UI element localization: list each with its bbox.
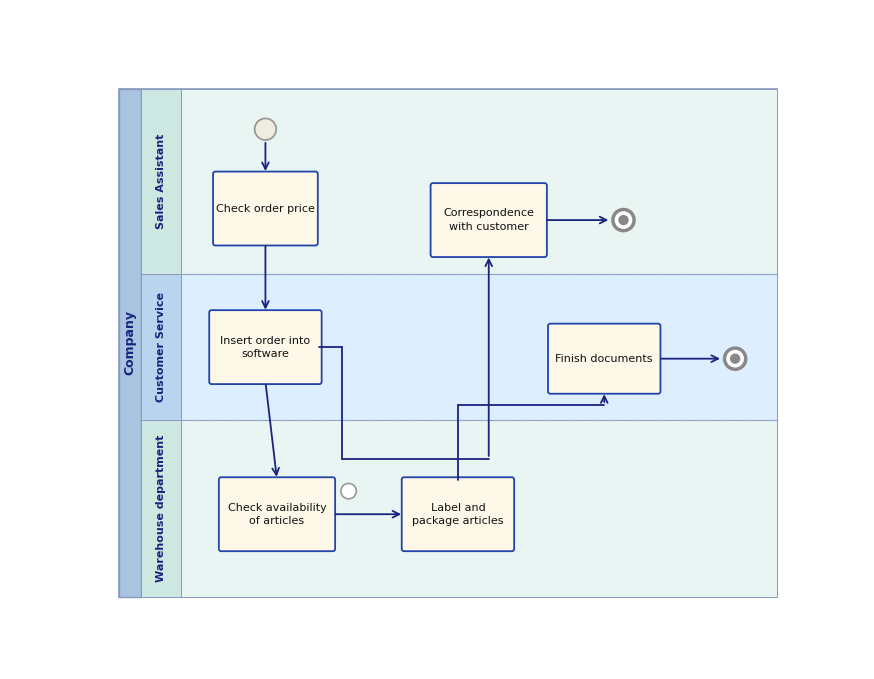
Text: Customer Service: Customer Service	[156, 292, 166, 402]
Circle shape	[254, 118, 276, 140]
FancyBboxPatch shape	[209, 310, 322, 384]
Text: Label and
package articles: Label and package articles	[413, 502, 503, 526]
FancyBboxPatch shape	[213, 172, 318, 246]
FancyBboxPatch shape	[548, 324, 661, 394]
Circle shape	[730, 354, 740, 364]
Text: Warehouse department: Warehouse department	[156, 435, 166, 582]
FancyBboxPatch shape	[431, 183, 547, 257]
Bar	[119, 89, 141, 597]
Text: Check availability
of articles: Check availability of articles	[227, 502, 326, 526]
Circle shape	[611, 208, 635, 232]
Circle shape	[726, 350, 744, 367]
Bar	[141, 420, 181, 597]
Text: Company: Company	[123, 310, 136, 375]
Circle shape	[723, 346, 747, 371]
Bar	[141, 89, 777, 274]
Circle shape	[614, 211, 633, 229]
Text: Insert order into
software: Insert order into software	[220, 335, 310, 359]
Text: Check order price: Check order price	[216, 204, 315, 213]
FancyBboxPatch shape	[402, 477, 514, 551]
Bar	[141, 274, 777, 420]
FancyBboxPatch shape	[218, 477, 335, 551]
Bar	[141, 89, 181, 274]
Circle shape	[341, 483, 357, 499]
Text: Sales Assistant: Sales Assistant	[156, 134, 166, 230]
Circle shape	[618, 215, 628, 225]
Text: Finish documents: Finish documents	[556, 354, 653, 364]
Text: Correspondence
with customer: Correspondence with customer	[443, 208, 534, 232]
Bar	[141, 420, 777, 597]
Bar	[141, 274, 181, 420]
